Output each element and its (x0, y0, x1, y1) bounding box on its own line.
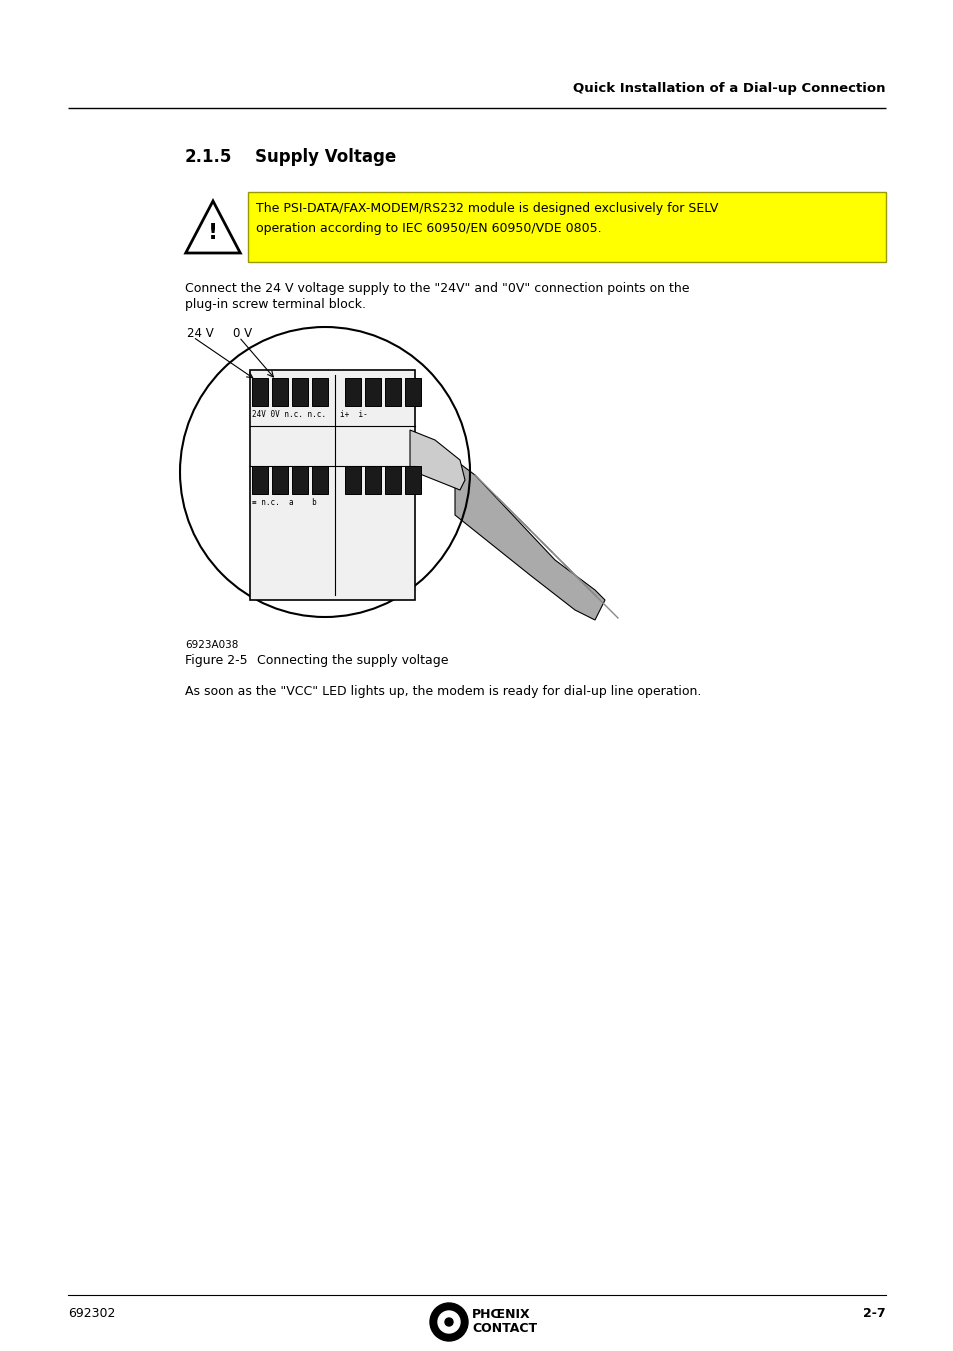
Text: As soon as the "VCC" LED lights up, the modem is ready for dial-up line operatio: As soon as the "VCC" LED lights up, the … (185, 685, 700, 698)
Text: The PSI-DATA/FAX-MODEM/RS232 module is designed exclusively for SELV: The PSI-DATA/FAX-MODEM/RS232 module is d… (255, 203, 718, 215)
FancyBboxPatch shape (312, 466, 328, 494)
FancyBboxPatch shape (385, 378, 400, 407)
FancyBboxPatch shape (252, 378, 268, 407)
Text: Figure 2-5: Figure 2-5 (185, 654, 248, 667)
Text: !: ! (208, 223, 218, 243)
Text: 2-7: 2-7 (862, 1306, 885, 1320)
Polygon shape (186, 201, 240, 253)
FancyBboxPatch shape (312, 378, 328, 407)
Text: 0 V: 0 V (233, 327, 252, 340)
FancyBboxPatch shape (250, 370, 415, 600)
FancyBboxPatch shape (292, 466, 308, 494)
FancyBboxPatch shape (405, 378, 420, 407)
Text: Supply Voltage: Supply Voltage (254, 149, 395, 166)
FancyBboxPatch shape (405, 466, 420, 494)
Text: 2.1.5: 2.1.5 (185, 149, 233, 166)
Text: Quick Installation of a Dial-up Connection: Quick Installation of a Dial-up Connecti… (573, 82, 885, 95)
Polygon shape (410, 430, 464, 490)
FancyBboxPatch shape (365, 466, 380, 494)
Text: plug-in screw terminal block.: plug-in screw terminal block. (185, 299, 366, 311)
Text: CONTACT: CONTACT (472, 1323, 537, 1336)
FancyBboxPatch shape (365, 378, 380, 407)
FancyBboxPatch shape (292, 378, 308, 407)
Circle shape (444, 1319, 453, 1325)
Text: 24V 0V n.c. n.c.: 24V 0V n.c. n.c. (252, 409, 326, 419)
FancyBboxPatch shape (345, 466, 360, 494)
Text: Connecting the supply voltage: Connecting the supply voltage (256, 654, 448, 667)
Circle shape (437, 1310, 459, 1333)
FancyBboxPatch shape (345, 378, 360, 407)
Text: 692302: 692302 (68, 1306, 115, 1320)
Text: 24 V: 24 V (187, 327, 213, 340)
Polygon shape (455, 459, 604, 620)
Text: 6923A038: 6923A038 (185, 640, 238, 650)
FancyBboxPatch shape (252, 466, 268, 494)
Circle shape (430, 1302, 468, 1342)
FancyBboxPatch shape (248, 192, 885, 262)
FancyBboxPatch shape (385, 466, 400, 494)
Text: operation according to IEC 60950/EN 60950/VDE 0805.: operation according to IEC 60950/EN 6095… (255, 222, 601, 235)
FancyBboxPatch shape (272, 378, 288, 407)
Text: PHŒNIX: PHŒNIX (472, 1309, 530, 1321)
FancyBboxPatch shape (272, 466, 288, 494)
Text: Connect the 24 V voltage supply to the "24V" and "0V" connection points on the: Connect the 24 V voltage supply to the "… (185, 282, 689, 295)
Text: i+  i-: i+ i- (339, 409, 367, 419)
Text: ≡ n.c.  a    b: ≡ n.c. a b (252, 499, 316, 507)
